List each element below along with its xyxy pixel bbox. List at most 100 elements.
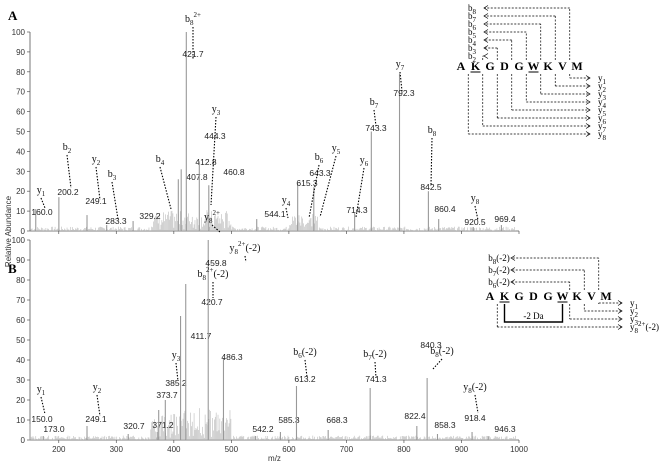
residue: A bbox=[457, 59, 466, 73]
x-tick-label: 400 bbox=[167, 445, 181, 454]
residue: G bbox=[514, 59, 523, 73]
y-tick-label: 40 bbox=[16, 356, 25, 365]
b-ladder-arrow bbox=[510, 267, 516, 273]
ion-label: b3 bbox=[108, 169, 117, 182]
b-ion-label: b4 bbox=[468, 35, 477, 48]
ion-leader bbox=[285, 207, 289, 219]
ion-leader bbox=[244, 255, 247, 263]
peak-mz-label: 460.8 bbox=[223, 167, 245, 177]
residue: D bbox=[529, 289, 538, 303]
y-ion-label: y1 bbox=[598, 73, 607, 86]
peak-mz-label: 860.4 bbox=[434, 204, 456, 214]
ion-leader bbox=[210, 116, 217, 206]
peak-mz-label: 643.3 bbox=[309, 168, 331, 178]
peak-mz-label: 412.8 bbox=[195, 157, 217, 167]
peak-mz-label: 160.0 bbox=[31, 207, 53, 217]
x-tick-label: 900 bbox=[455, 445, 469, 454]
b-ion-label: b7(-2) bbox=[488, 265, 510, 278]
ion-annotation: y3 bbox=[172, 350, 181, 382]
peak-mz-label: 249.1 bbox=[85, 414, 107, 424]
y-tick-label: 90 bbox=[16, 48, 25, 57]
ion-label: y4 bbox=[282, 195, 291, 208]
y-tick-label: 50 bbox=[16, 128, 25, 137]
ion-annotation: b3 bbox=[108, 169, 119, 220]
ion-label: y3 bbox=[212, 104, 221, 117]
ion-label: b2 bbox=[63, 142, 72, 155]
ion-annotation: b7 bbox=[370, 97, 379, 127]
y-tick-label: 50 bbox=[16, 336, 25, 345]
peak-mz-label: 407.8 bbox=[186, 172, 208, 182]
ion-label: y82+ bbox=[204, 209, 220, 225]
ion-annotation: y7 bbox=[396, 59, 405, 92]
ion-leader bbox=[474, 205, 479, 221]
y-tick-label: 10 bbox=[16, 416, 25, 425]
ion-leader bbox=[374, 361, 377, 379]
y-tick-label: 80 bbox=[16, 68, 25, 77]
ion-annotation: b82+ bbox=[185, 11, 201, 59]
residue: V bbox=[558, 59, 567, 73]
ion-annotation: b4 bbox=[156, 154, 172, 210]
y-tick-label: 80 bbox=[16, 276, 25, 285]
residue: A bbox=[486, 289, 495, 303]
peak-mz-label: 842.5 bbox=[420, 182, 442, 192]
y-ion-label: y5 bbox=[598, 105, 607, 118]
ion-leader bbox=[474, 394, 479, 414]
ion-leader bbox=[95, 166, 101, 201]
y-ladder-arrow bbox=[585, 123, 591, 129]
ion-annotation: y82+(-2) bbox=[230, 240, 261, 263]
residue: W bbox=[528, 59, 540, 73]
x-axis-label: m/z bbox=[268, 454, 281, 461]
ion-annotation: b8(-2) bbox=[430, 346, 454, 370]
y-tick-label: 70 bbox=[16, 296, 25, 305]
b-ladder-arrow bbox=[510, 255, 516, 261]
y-tick-label: 100 bbox=[12, 28, 26, 37]
y-tick-label: 60 bbox=[16, 316, 25, 325]
ion-label: b6(-2) bbox=[293, 347, 317, 360]
crosslink-label: -2 Da bbox=[523, 311, 543, 321]
y-ion-label: y6 bbox=[598, 113, 607, 126]
y-tick-label: 90 bbox=[16, 256, 25, 265]
ion-label: y7 bbox=[396, 59, 405, 72]
x-tick-label: 600 bbox=[282, 445, 296, 454]
y-ion-label: y2 bbox=[630, 306, 639, 319]
b-ladder-arrow bbox=[510, 279, 516, 285]
ion-label: y82+(-2) bbox=[230, 240, 261, 256]
ion-annotation: b6(-2) bbox=[293, 347, 317, 378]
y-tick-label: 0 bbox=[21, 227, 26, 236]
ion-annotation: y3 bbox=[210, 104, 221, 206]
b-ion-label: b5 bbox=[468, 27, 477, 40]
b-ladder-arrow bbox=[483, 21, 489, 27]
y-tick-label: 30 bbox=[16, 167, 25, 176]
b-ion-label: b8 bbox=[468, 3, 477, 16]
ion-label: b7(-2) bbox=[363, 349, 387, 362]
y-ion-label: y8 bbox=[598, 129, 607, 142]
peak-mz-label: 150.0 bbox=[31, 414, 53, 424]
y-tick-label: 0 bbox=[21, 436, 26, 445]
ion-leader bbox=[355, 167, 365, 218]
x-tick-label: 300 bbox=[110, 445, 124, 454]
ion-annotation: y5 bbox=[319, 143, 341, 218]
peak-mz-label: 615.3 bbox=[296, 178, 318, 188]
ion-label: y1 bbox=[37, 384, 46, 397]
peak-mz-label: 459.8 bbox=[205, 258, 227, 268]
ion-label: y3 bbox=[172, 350, 181, 363]
panel-letter: B bbox=[8, 261, 17, 276]
ion-leader bbox=[40, 396, 46, 415]
residue: G bbox=[485, 59, 494, 73]
peak-mz-label: 585.3 bbox=[278, 415, 300, 425]
ion-label: y8(-2) bbox=[463, 382, 487, 395]
ion-annotation: y1 bbox=[37, 185, 46, 209]
peak-mz-label: 371.2 bbox=[152, 420, 174, 430]
ion-annotation: b8 bbox=[428, 125, 437, 186]
peak-mz-label: 858.3 bbox=[434, 420, 456, 430]
peak-mz-label: 486.3 bbox=[221, 352, 243, 362]
b-ion-ladder-b: b8(-2)b7(-2)b6(-2) bbox=[488, 253, 600, 290]
ion-annotation: b2 bbox=[63, 142, 72, 189]
ion-leader bbox=[319, 155, 337, 218]
ion-label: b82+(-2) bbox=[198, 266, 229, 282]
